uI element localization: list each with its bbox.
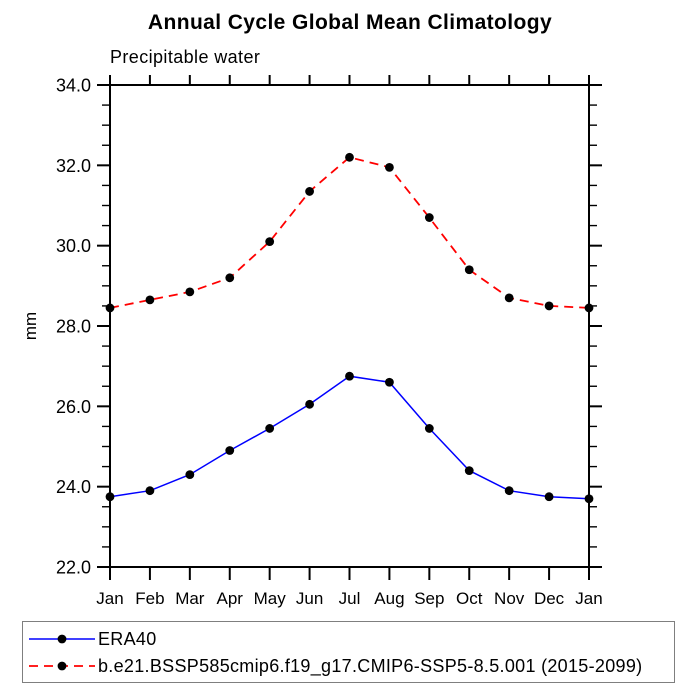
legend-sample-line-era40 [29,634,95,644]
chart-title: Annual Cycle Global Mean Climatology [147,11,553,34]
svg-text:Apr: Apr [217,589,244,608]
svg-text:34.0: 34.0 [56,76,91,96]
svg-text:Feb: Feb [135,589,164,608]
svg-text:26.0: 26.0 [56,397,91,417]
svg-text:Aug: Aug [374,589,404,608]
legend-sample-line-model [29,661,95,671]
series-model [105,152,594,313]
legend-entry-model: b.e21.BSSP585cmip6.f19_g17.CMIP6-SSP5-8.… [27,654,642,678]
svg-text:32.0: 32.0 [56,156,91,176]
legend-entry-label: ERA40 [98,628,157,649]
svg-text:Jan: Jan [96,589,123,608]
svg-text:22.0: 22.0 [56,558,91,578]
y-tick-labels: 22.0 24.0 26.0 28.0 30.0 32.0 34.0 [56,76,91,578]
legend-entry-era40: ERA40 [27,627,157,651]
svg-text:30.0: 30.0 [56,236,91,256]
svg-text:Sep: Sep [414,589,444,608]
series-era40 [105,371,594,504]
legend-box: ERA40 b.e21.BSSP585cmip6.f19_g17.CMIP6-S… [22,621,675,683]
plot-frame [109,84,590,568]
svg-text:Mar: Mar [175,589,205,608]
svg-text:May: May [254,589,287,608]
svg-text:Jun: Jun [296,589,323,608]
svg-text:28.0: 28.0 [56,317,91,337]
x-tick-labels: Jan Feb Mar Apr May Jun Jul Aug Sep Oct Nov Dec Jan [96,589,602,608]
axis-ticks [97,75,602,580]
svg-text:Oct: Oct [456,589,483,608]
chart-subtitle: Precipitable water [110,47,261,67]
legend-entry-label: b.e21.BSSP585cmip6.f19_g17.CMIP6-SSP5-8.… [98,655,643,676]
svg-text:Jul: Jul [339,589,361,608]
svg-text:Dec: Dec [534,589,565,608]
svg-text:24.0: 24.0 [56,477,91,497]
svg-text:Nov: Nov [494,589,525,608]
svg-text:Jan: Jan [575,589,602,608]
